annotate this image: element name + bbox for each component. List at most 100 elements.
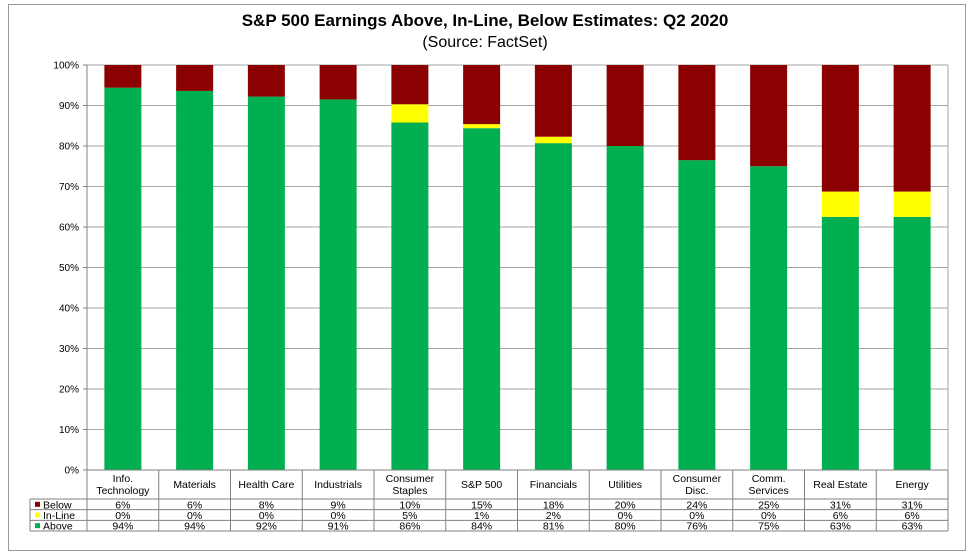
bar-above (463, 128, 501, 470)
data-label: 84% (471, 521, 492, 533)
bar-above (319, 99, 357, 471)
bar-below (463, 65, 501, 125)
data-label: 31% (902, 499, 923, 511)
data-label: 25% (758, 499, 779, 511)
bar-above (750, 166, 788, 470)
legend-label: Below (43, 499, 72, 511)
legend-swatch (35, 523, 40, 529)
category-label: Consumer Disc. (673, 473, 722, 497)
gridlines (87, 64, 949, 471)
y-tick-label: 50% (59, 263, 79, 274)
data-label: 6% (187, 499, 202, 511)
y-tick-label: 10% (59, 425, 79, 436)
data-label: 9% (331, 499, 346, 511)
legend-swatch (35, 501, 40, 507)
category-label: Consumer Staples (386, 473, 435, 497)
data-label: 0% (761, 510, 776, 522)
y-tick-label: 60% (59, 223, 79, 234)
data-label: 8% (259, 499, 274, 511)
category-label: Materials (173, 479, 216, 491)
bar-above (104, 87, 142, 471)
bar-above (391, 122, 429, 470)
bar-above (606, 146, 644, 470)
category-label: Industrials (314, 479, 362, 491)
data-label: 10% (399, 499, 420, 511)
y-tick-label: 80% (59, 142, 79, 153)
bar-in-line (893, 191, 931, 217)
data-label: 80% (615, 521, 636, 533)
bar-in-line (821, 191, 859, 217)
bar-in-line (534, 136, 572, 144)
category-label: S&P 500 (461, 479, 502, 491)
data-label: 0% (115, 510, 130, 522)
category-label: Financials (530, 479, 577, 491)
chart-title: S&P 500 Earnings Above, In-Line, Below E… (242, 11, 729, 30)
data-label: 2% (546, 510, 561, 522)
bar-above (678, 160, 716, 471)
data-label: 18% (543, 499, 564, 511)
data-label: 86% (399, 521, 420, 533)
category-label: Info. Technology (96, 473, 150, 497)
data-label: 94% (184, 521, 205, 533)
data-label: 6% (905, 510, 920, 522)
data-label: 0% (618, 510, 633, 522)
data-label: 15% (471, 499, 492, 511)
y-tick-label: 90% (59, 101, 79, 112)
data-label: 6% (833, 510, 848, 522)
legend-label: Above (43, 521, 73, 533)
bar-above (821, 216, 859, 470)
bar-below (678, 65, 716, 161)
data-label: 63% (902, 521, 923, 533)
data-label: 6% (115, 499, 130, 511)
y-tick-label: 0% (65, 466, 80, 477)
data-label: 5% (402, 510, 417, 522)
data-label: 31% (830, 499, 851, 511)
data-label: 63% (830, 521, 851, 533)
bar-above (893, 216, 931, 470)
data-label: 24% (686, 499, 707, 511)
category-label: Real Estate (813, 479, 867, 491)
data-label: 81% (543, 521, 564, 533)
data-label: 0% (331, 510, 346, 522)
legend-swatch (35, 512, 40, 518)
data-label: 92% (256, 521, 277, 533)
data-label: 94% (112, 521, 133, 533)
data-label: 0% (689, 510, 704, 522)
bar-above (534, 143, 572, 471)
bar-above (176, 90, 214, 471)
bar-in-line (391, 104, 429, 123)
bar-in-line (463, 124, 501, 129)
category-label: Comm. Services (748, 473, 788, 497)
bar-below (319, 65, 357, 100)
bar-below (534, 65, 572, 137)
category-label: Health Care (238, 479, 294, 491)
category-label: Utilities (608, 479, 642, 491)
data-label: 91% (328, 521, 349, 533)
bar-below (176, 65, 214, 91)
data-label: 75% (758, 521, 779, 533)
bar-below (104, 65, 142, 88)
bar-above (247, 96, 285, 470)
data-label: 0% (187, 510, 202, 522)
y-tick-label: 30% (59, 344, 79, 355)
bar-below (893, 65, 931, 192)
data-table: Info. Technology Materials Health Care Indus… (29, 469, 949, 533)
y-tick-label: 100% (53, 61, 79, 72)
category-label: Energy (895, 479, 929, 491)
data-label: 0% (259, 510, 274, 522)
bar-below (391, 65, 429, 105)
bars (104, 65, 931, 471)
bar-below (606, 65, 644, 146)
y-tick-label: 40% (59, 304, 79, 315)
bar-below (750, 65, 788, 167)
bar-below (247, 65, 285, 97)
bar-below (821, 65, 859, 192)
data-label: 1% (474, 510, 489, 522)
y-tick-label: 20% (59, 385, 79, 396)
data-label: 76% (686, 521, 707, 533)
data-label: 20% (615, 499, 636, 511)
y-tick-label: 70% (59, 182, 79, 193)
legend-label: In-Line (43, 510, 75, 522)
y-axis: 0% 10% 20% 30% 40% 50% 60% 70% 80% 90% 100% (53, 61, 88, 477)
